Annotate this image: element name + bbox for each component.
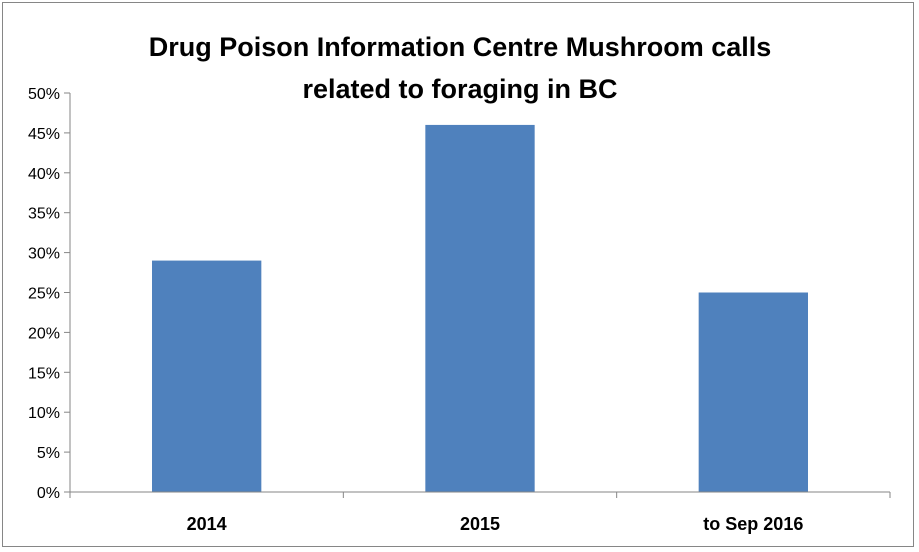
x-tick-label: 2015: [460, 514, 500, 534]
bar-2: [698, 292, 808, 492]
bars: [152, 124, 808, 493]
y-tick-label: 20%: [28, 325, 60, 342]
bar-1: [425, 124, 535, 493]
y-tick-label: 50%: [28, 86, 60, 103]
y-tick-label: 15%: [28, 365, 60, 382]
chart-title-line-2: related to foraging in BC: [302, 74, 617, 104]
y-tick-label: 40%: [28, 166, 60, 183]
y-axis: 0% 5% 10% 15% 20% 25% 30% 35% 40% 45% 50%: [28, 86, 71, 502]
x-tick-label: to Sep 2016: [703, 514, 803, 534]
y-tick-label: 45%: [28, 126, 60, 143]
y-tick-label: 30%: [28, 246, 60, 263]
y-tick-label: 5%: [37, 445, 60, 462]
bar-0: [152, 260, 262, 492]
y-tick-label: 35%: [28, 206, 60, 223]
x-axis: 2014 2015 to Sep 2016: [69, 491, 891, 534]
y-tick-label: 25%: [28, 286, 60, 303]
y-tick-label: 10%: [28, 405, 60, 422]
y-tick-label: 0%: [37, 485, 60, 502]
x-tick-label: 2014: [187, 514, 227, 534]
chart-title-line-1: Drug Poison Information Centre Mushroom …: [149, 32, 772, 62]
